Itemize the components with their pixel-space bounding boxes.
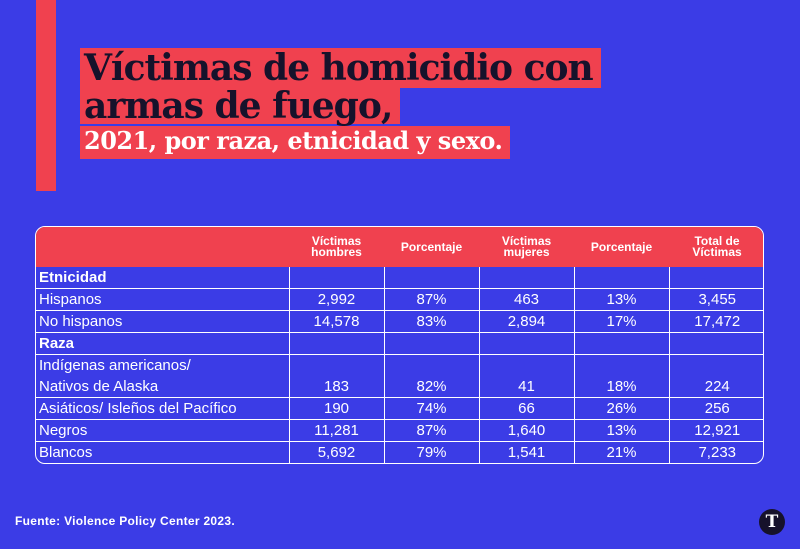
cell-women: 463 bbox=[478, 288, 575, 311]
header-percent-women: Porcentaje bbox=[590, 239, 653, 254]
section-label: Etnicidad bbox=[36, 267, 290, 289]
cell-total: 256 bbox=[668, 397, 763, 420]
source-note: Fuente: Violence Policy Center 2023. bbox=[15, 514, 235, 528]
row-label: Nativos de Alaska bbox=[36, 376, 290, 398]
cell-women: 41 bbox=[478, 376, 575, 398]
cell-pct-women: 13% bbox=[573, 419, 670, 442]
cell-pct-men: 74% bbox=[383, 397, 480, 420]
cell-men: 5,692 bbox=[288, 441, 385, 463]
cell-pct-men: 82% bbox=[383, 376, 480, 398]
cell-men: 2,992 bbox=[288, 288, 385, 311]
header-men-victims: Víctimas hombres bbox=[311, 234, 362, 259]
cell-women: 1,541 bbox=[478, 441, 575, 463]
header-women-victims: Víctimas mujeres bbox=[501, 234, 552, 259]
table-row: Hispanos 2,992 87% 463 13% 3,455 bbox=[36, 288, 763, 311]
row-label: Asiáticos/ Isleños del Pacífico bbox=[36, 397, 290, 420]
data-table: Víctimas hombres Porcentaje Víctimas mujer… bbox=[35, 226, 764, 464]
row-label: Negros bbox=[36, 419, 290, 442]
row-label: Hispanos bbox=[36, 288, 290, 311]
accent-bar bbox=[36, 0, 56, 191]
cell-women: 1,640 bbox=[478, 419, 575, 442]
header-percent-men: Porcentaje bbox=[400, 239, 463, 254]
table-row: Negros 11,281 87% 1,640 13% 12,921 bbox=[36, 419, 763, 442]
section-row-ethnicity: Etnicidad bbox=[36, 267, 763, 289]
cell-pct-women: 18% bbox=[573, 376, 670, 398]
cell-total: 12,921 bbox=[668, 419, 763, 442]
cell-pct-women: 21% bbox=[573, 441, 670, 463]
title-line-1: Víctimas de homicidio con bbox=[80, 48, 601, 88]
table-header-row: Víctimas hombres Porcentaje Víctimas mujer… bbox=[36, 227, 763, 267]
cell-pct-men: 87% bbox=[383, 288, 480, 311]
cell-men: 190 bbox=[288, 397, 385, 420]
cell-men: 14,578 bbox=[288, 310, 385, 333]
cell-total: 224 bbox=[668, 376, 763, 398]
publisher-logo-icon: T bbox=[759, 509, 785, 535]
cell-women: 2,894 bbox=[478, 310, 575, 333]
subtitle: 2021, por raza, etnicidad y sexo. bbox=[80, 126, 511, 159]
row-label: Indígenas americanos/ bbox=[36, 354, 290, 376]
row-label: Blancos bbox=[36, 441, 290, 463]
row-label: No hispanos bbox=[36, 310, 290, 333]
table-row: Indígenas americanos/ bbox=[36, 354, 763, 376]
title-line-2: armas de fuego, bbox=[80, 88, 401, 124]
cell-men: 183 bbox=[288, 376, 385, 398]
cell-pct-men: 87% bbox=[383, 419, 480, 442]
section-row-race: Raza bbox=[36, 332, 763, 355]
table-row: Blancos 5,692 79% 1,541 21% 7,233 bbox=[36, 441, 763, 463]
cell-pct-men: 83% bbox=[383, 310, 480, 333]
cell-total: 17,472 bbox=[668, 310, 763, 333]
cell-pct-women: 13% bbox=[573, 288, 670, 311]
cell-pct-women: 17% bbox=[573, 310, 670, 333]
table-row: No hispanos 14,578 83% 2,894 17% 17,472 bbox=[36, 310, 763, 333]
cell-pct-women: 26% bbox=[573, 397, 670, 420]
table-row: Asiáticos/ Isleños del Pacífico 190 74% … bbox=[36, 397, 763, 420]
cell-total: 7,233 bbox=[668, 441, 763, 463]
table-row: Nativos de Alaska 183 82% 41 18% 224 bbox=[36, 376, 763, 398]
header-category bbox=[36, 227, 289, 267]
cell-men: 11,281 bbox=[288, 419, 385, 442]
cell-pct-men: 79% bbox=[383, 441, 480, 463]
cell-women: 66 bbox=[478, 397, 575, 420]
cell-total: 3,455 bbox=[668, 288, 763, 311]
section-label: Raza bbox=[36, 332, 290, 355]
header-total-victims: Total de Víctimas bbox=[692, 234, 742, 259]
